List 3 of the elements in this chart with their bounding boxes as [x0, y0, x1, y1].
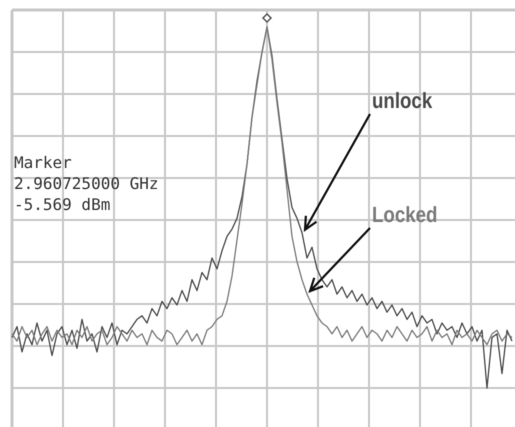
- annotation: Marker 2.960725000 GHz -5.569 dBm: [14, 153, 158, 214]
- text: Locked: [372, 204, 438, 228]
- text: unlock: [372, 90, 433, 114]
